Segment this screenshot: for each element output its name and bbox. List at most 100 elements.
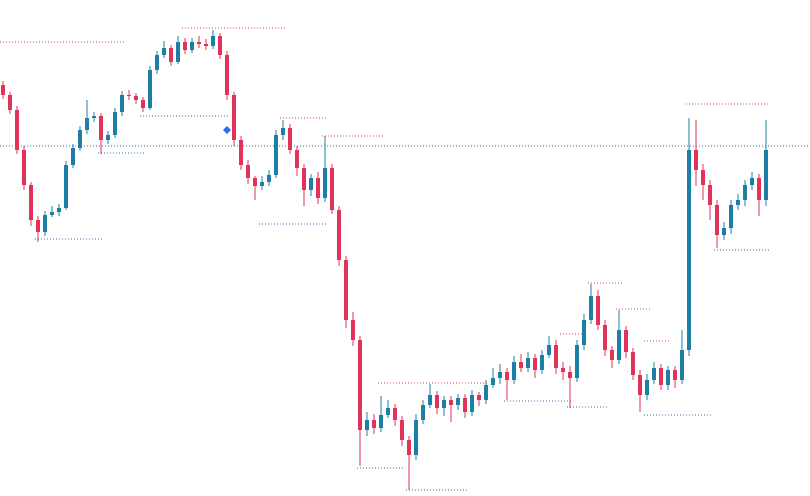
candle-body	[113, 112, 117, 135]
candle-body	[456, 398, 460, 405]
candle-body	[470, 395, 474, 412]
candle-body	[309, 178, 313, 190]
candle-body	[85, 118, 89, 130]
candle-body	[120, 95, 124, 112]
candle-body	[743, 185, 747, 200]
candle-body	[1, 85, 5, 95]
candle-body	[253, 178, 257, 186]
candle-body	[589, 296, 593, 320]
candle-body	[659, 368, 663, 385]
candle-body	[638, 375, 642, 395]
candle-body	[225, 55, 229, 95]
candle-body	[302, 168, 306, 190]
candle-body	[484, 385, 488, 400]
candle-body	[603, 325, 607, 350]
candle-body	[260, 182, 264, 186]
candle-body	[386, 408, 390, 415]
candle-body	[99, 116, 103, 140]
candle-body	[463, 398, 467, 412]
candle-body	[428, 395, 432, 405]
candle-body	[190, 42, 194, 50]
candle-body	[57, 208, 61, 212]
candle-body	[400, 420, 404, 440]
candle-body	[232, 95, 236, 140]
candle-body	[624, 330, 628, 352]
candle-body	[498, 372, 502, 378]
candle-body	[106, 135, 110, 140]
marker	[223, 126, 231, 134]
candle-body	[288, 128, 292, 150]
candle-body	[365, 420, 369, 430]
candle-body	[239, 140, 243, 165]
candle-body	[701, 170, 705, 185]
candle-body	[596, 296, 600, 325]
candle-body	[379, 415, 383, 428]
candle-body	[687, 150, 691, 350]
candle-body	[281, 128, 285, 135]
candle-body	[477, 395, 481, 400]
candle-body	[449, 400, 453, 405]
candle-body	[372, 420, 376, 428]
candle-body	[519, 362, 523, 368]
candle-body	[575, 345, 579, 378]
candle-body	[330, 168, 334, 210]
candle-body	[15, 110, 19, 150]
candle-body	[540, 355, 544, 370]
candle-body	[652, 368, 656, 380]
candle-body	[246, 165, 250, 178]
candle-body	[547, 345, 551, 355]
candle-body	[176, 42, 180, 62]
candle-body	[155, 55, 159, 70]
candle-body	[610, 350, 614, 360]
candle-body	[50, 212, 54, 215]
candle-body	[337, 210, 341, 260]
candle-body	[78, 130, 82, 148]
candle-body	[715, 205, 719, 235]
candle-body	[764, 150, 768, 200]
candle-body	[8, 95, 12, 110]
candle-body	[29, 185, 33, 220]
candle-body	[274, 135, 278, 175]
candle-body	[554, 345, 558, 368]
candle-body	[666, 370, 670, 385]
candle-body	[680, 350, 684, 380]
candle-body	[512, 362, 516, 380]
candle-body	[729, 205, 733, 228]
candle-body	[414, 420, 418, 455]
candle-body	[631, 352, 635, 375]
candle-body	[351, 320, 355, 340]
candle-body	[582, 320, 586, 345]
candle-body	[295, 150, 299, 168]
candle-body	[421, 405, 425, 420]
candle-body	[736, 200, 740, 205]
candle-body	[750, 178, 754, 185]
candle-body	[211, 36, 215, 46]
candle-body	[92, 116, 96, 118]
candle-body	[722, 228, 726, 235]
candle-body	[22, 150, 26, 185]
candle-body	[316, 178, 320, 198]
candle-body	[526, 358, 530, 368]
candle-body	[694, 150, 698, 170]
candle-body	[134, 96, 138, 100]
candle-body	[141, 100, 145, 108]
candle-body	[393, 408, 397, 420]
candle-body	[43, 215, 47, 232]
candle-body	[708, 185, 712, 205]
candle-body	[673, 370, 677, 380]
candle-body	[358, 340, 362, 430]
candle-body	[183, 42, 187, 50]
candle-body	[491, 378, 495, 385]
candle-body	[344, 260, 348, 320]
candle-body	[617, 330, 621, 360]
candle-body	[162, 48, 166, 55]
candle-body	[435, 395, 439, 408]
candle-body	[323, 168, 327, 198]
candle-body	[36, 220, 40, 232]
candle-body	[645, 380, 649, 395]
candle-body	[218, 36, 222, 55]
candle-body	[148, 70, 152, 108]
candle-body	[169, 48, 173, 62]
candle-body	[197, 42, 201, 44]
